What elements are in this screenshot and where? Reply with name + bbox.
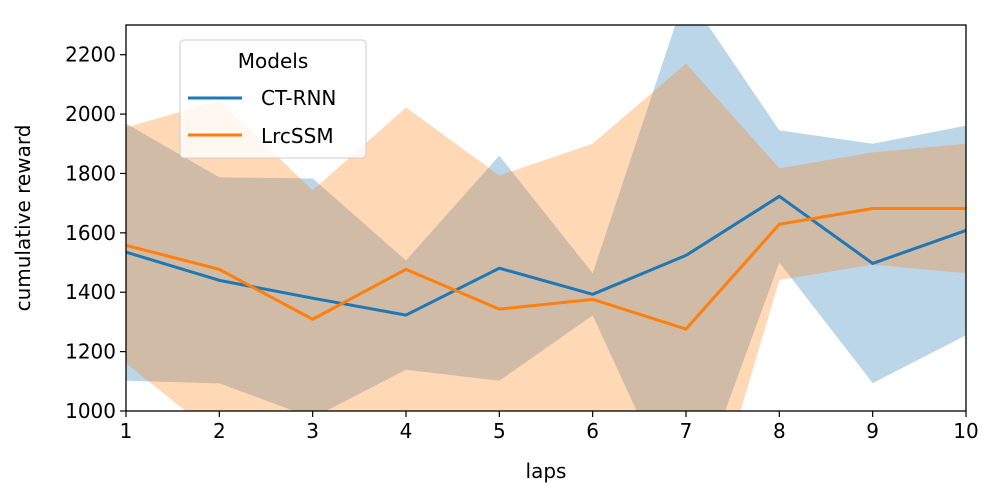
x-tick-label: 1 <box>120 419 133 443</box>
y-tick-label: 2000 <box>65 102 116 126</box>
y-tick-label: 1200 <box>65 340 116 364</box>
y-axis: 1000 1200 1400 1600 1800 2000 2200 <box>65 43 126 423</box>
x-tick-label: 8 <box>773 419 786 443</box>
x-tick-label: 7 <box>680 419 693 443</box>
y-axis-label: cumulative reward <box>11 125 35 312</box>
x-tick-label: 5 <box>493 419 506 443</box>
y-tick-label: 1400 <box>65 280 116 304</box>
legend-title: Models <box>238 49 308 73</box>
legend: Models CT-RNN LrcSSM <box>179 39 367 159</box>
legend-label-ct-rnn: CT-RNN <box>261 86 336 110</box>
x-axis: 1 2 3 4 5 6 7 8 9 10 <box>120 411 979 443</box>
confidence-bands <box>126 25 966 411</box>
band-ct-rnn <box>126 25 966 411</box>
band-lrcssm <box>126 63 966 411</box>
x-tick-label: 6 <box>586 419 599 443</box>
line-lrcssm <box>125 206 966 331</box>
x-tick-label: 10 <box>953 419 978 443</box>
plot-frame <box>125 24 967 412</box>
x-tick-label: 9 <box>866 419 879 443</box>
x-tick-label: 2 <box>213 419 226 443</box>
legend-box <box>179 39 367 159</box>
x-tick-label: 4 <box>400 419 413 443</box>
x-axis-label: laps <box>526 459 567 483</box>
y-tick-label: 2200 <box>65 43 116 67</box>
legend-label-lrcssm: LrcSSM <box>261 124 334 148</box>
y-tick-label: 1800 <box>65 161 116 185</box>
y-tick-label: 1600 <box>65 221 116 245</box>
x-tick-label: 3 <box>306 419 319 443</box>
y-tick-label: 1000 <box>65 399 116 423</box>
line-ct-rnn <box>125 194 967 317</box>
